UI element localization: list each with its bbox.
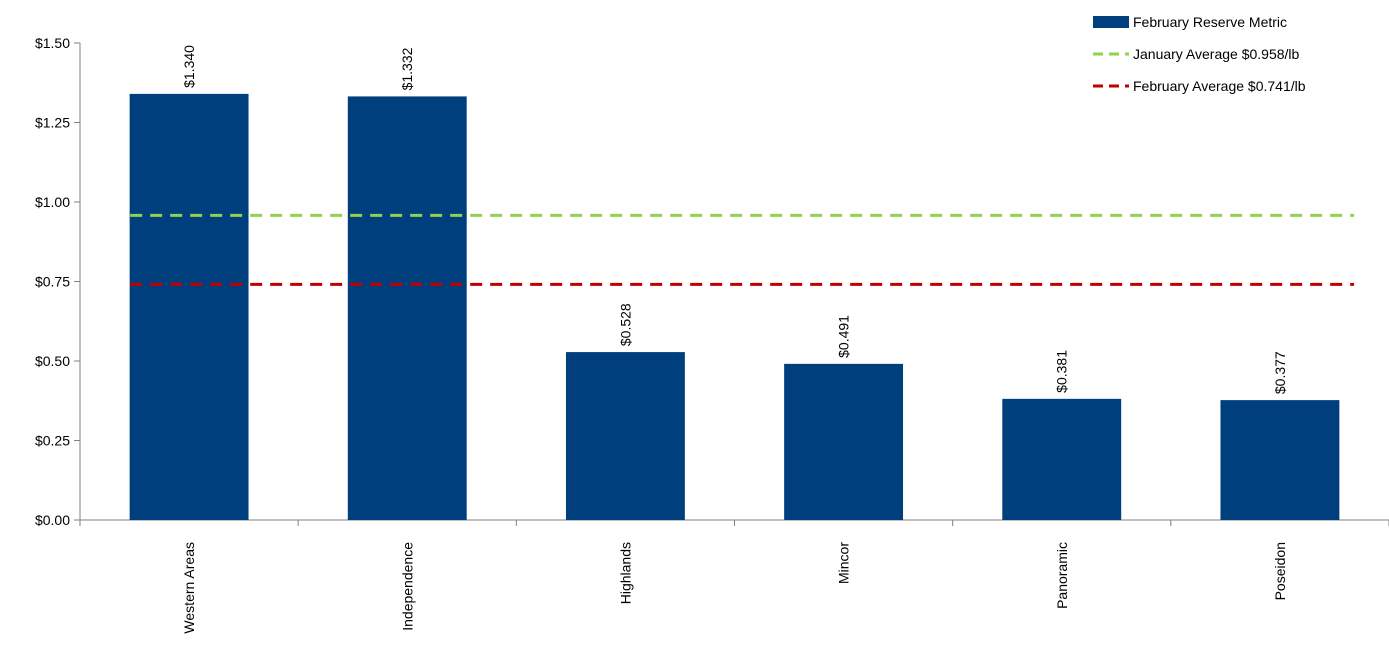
bar — [784, 363, 904, 520]
category-label: Panoramic — [1054, 542, 1070, 609]
bar — [565, 352, 685, 520]
y-tick-label: $0.75 — [35, 274, 70, 290]
data-label: $0.491 — [836, 315, 852, 358]
data-label: $0.381 — [1054, 350, 1070, 393]
bar — [1002, 398, 1122, 520]
y-tick-label: $0.25 — [35, 433, 70, 449]
data-label: $1.340 — [181, 45, 197, 88]
bar — [347, 96, 467, 520]
legend-label: February Average $0.741/lb — [1133, 78, 1306, 94]
bars — [129, 93, 1340, 520]
bar — [129, 93, 249, 520]
data-label: $1.332 — [399, 47, 415, 90]
y-tick-label: $1.25 — [35, 115, 70, 131]
data-labels: $1.340 $1.332 $0.528 $0.491 $0.381 $0.377 — [181, 45, 1288, 394]
legend: February Reserve Metric January Average $… — [1093, 14, 1306, 94]
category-label: Mincor — [836, 542, 852, 584]
legend-swatch — [1093, 16, 1129, 28]
reference-lines — [130, 213, 1355, 286]
legend-label: February Reserve Metric — [1133, 14, 1287, 30]
category-label: Western Areas — [181, 542, 197, 634]
data-label: $0.377 — [1272, 351, 1288, 394]
legend-label: January Average $0.958/lb — [1133, 46, 1300, 62]
bar — [1220, 400, 1340, 520]
category-label: Poseidon — [1272, 542, 1288, 600]
category-label: Highlands — [617, 542, 633, 604]
data-label: $0.528 — [617, 303, 633, 346]
y-tick-label: $0.00 — [35, 512, 70, 528]
y-tick-label: $1.00 — [35, 194, 70, 210]
y-tick-label: $0.50 — [35, 353, 70, 369]
axes: $0.00 $0.25 $0.50 $0.75 $1.00 $1.25 $1.50 Weste… — [35, 35, 1389, 634]
category-label: Independence — [399, 542, 415, 631]
y-tick-label: $1.50 — [35, 35, 70, 51]
